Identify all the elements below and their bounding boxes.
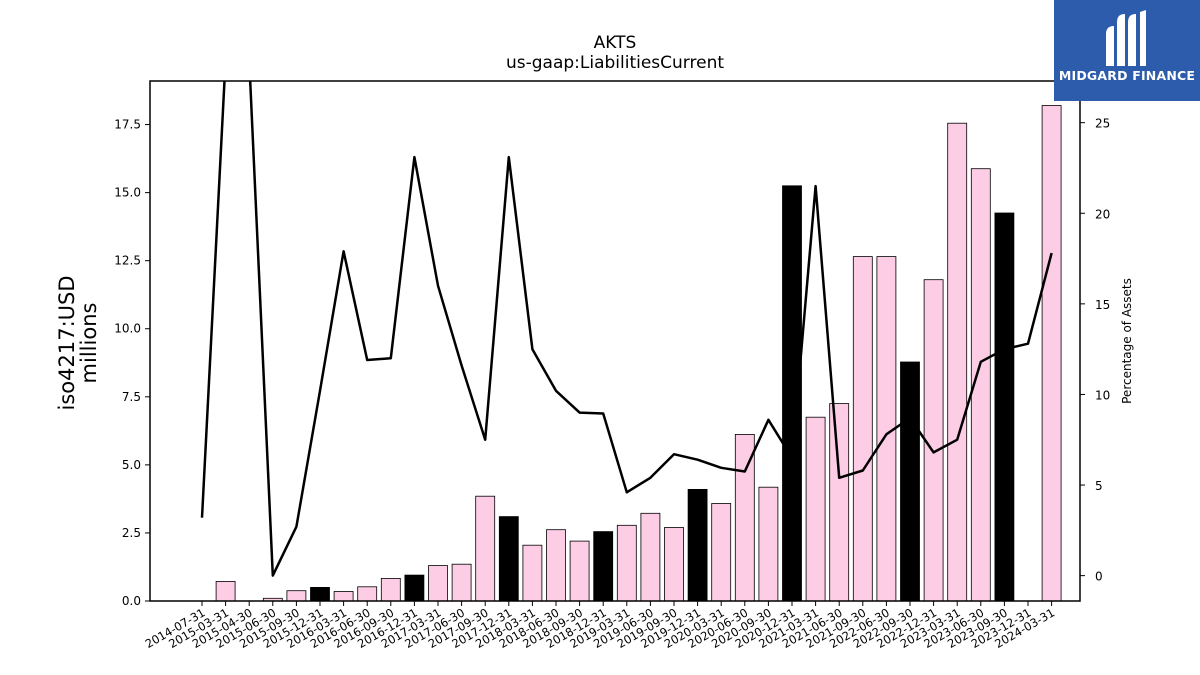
- y-axis-label-units: millions: [77, 303, 101, 384]
- y2-axis-label: Percentage of Assets: [1120, 278, 1134, 404]
- y-tick-label: 15.0: [114, 186, 141, 200]
- y2-tick-label: 15: [1095, 298, 1110, 312]
- y-axis-ticks: 0.0 2.5 5.0 7.5 10.0 12.5 15.0 17.5: [114, 118, 150, 608]
- logo-mark-icon: [1106, 10, 1146, 66]
- x-axis-ticks: 2014-07-312015-03-312015-04-302015-06-30…: [143, 601, 1057, 651]
- bar: [593, 531, 614, 602]
- bar: [664, 527, 684, 602]
- bar: [498, 516, 519, 602]
- bar: [758, 486, 779, 602]
- bar: [380, 578, 401, 602]
- line-series: [200, 81, 1053, 577]
- bar: [900, 361, 920, 602]
- y-tick-label: 2.5: [122, 526, 141, 540]
- bar: [805, 416, 826, 602]
- bar: [546, 529, 566, 602]
- y-tick-label: 7.5: [122, 390, 141, 404]
- chart-title: AKTS: [594, 33, 637, 53]
- percentage-line: [200, 81, 1053, 577]
- bar: [310, 587, 330, 602]
- y2-axis-label-group: Percentage of Assets: [1120, 278, 1134, 404]
- y2-tick-label: 10: [1095, 388, 1110, 402]
- bar: [994, 212, 1015, 602]
- bar: [852, 256, 873, 602]
- plot-frame: [149, 80, 1081, 602]
- y2-tick-label: 25: [1095, 117, 1110, 131]
- bar: [286, 590, 307, 602]
- bar: [333, 591, 354, 602]
- bar: [711, 503, 732, 602]
- y2-tick-label: 20: [1095, 207, 1110, 221]
- bar-series: [215, 105, 1062, 602]
- bar: [451, 563, 472, 602]
- bar: [569, 540, 590, 602]
- y-axis-label: iso4217:USD: [55, 275, 79, 410]
- brand-logo: MIDGARD FINANCE: [1054, 0, 1200, 101]
- bar: [215, 581, 236, 602]
- y-tick-label: 10.0: [114, 322, 141, 336]
- y2-tick-label: 5: [1095, 479, 1103, 493]
- bar: [923, 279, 944, 602]
- bar: [616, 524, 637, 602]
- bar: [404, 574, 425, 602]
- bar: [428, 565, 448, 602]
- logo-text: MIDGARD FINANCE: [1058, 68, 1196, 83]
- bar: [475, 495, 496, 602]
- bar: [1041, 105, 1062, 602]
- y-tick-label: 5.0: [122, 458, 141, 472]
- bar: [522, 544, 543, 602]
- y-axis-label-group: iso4217:USD millions: [55, 275, 101, 410]
- bar: [687, 488, 708, 602]
- chart-subtitle: us-gaap:LiabilitiesCurrent: [506, 53, 724, 73]
- bar: [947, 122, 968, 602]
- y2-tick-label: 0: [1095, 570, 1103, 584]
- y-tick-label: 17.5: [114, 118, 141, 132]
- y-tick-label: 0.0: [122, 594, 141, 608]
- bar: [829, 403, 850, 602]
- bar: [357, 586, 378, 602]
- bar: [640, 512, 661, 602]
- y-tick-label: 12.5: [114, 254, 141, 268]
- y2-axis-ticks: 0 5 10 15 20 25: [1080, 117, 1110, 584]
